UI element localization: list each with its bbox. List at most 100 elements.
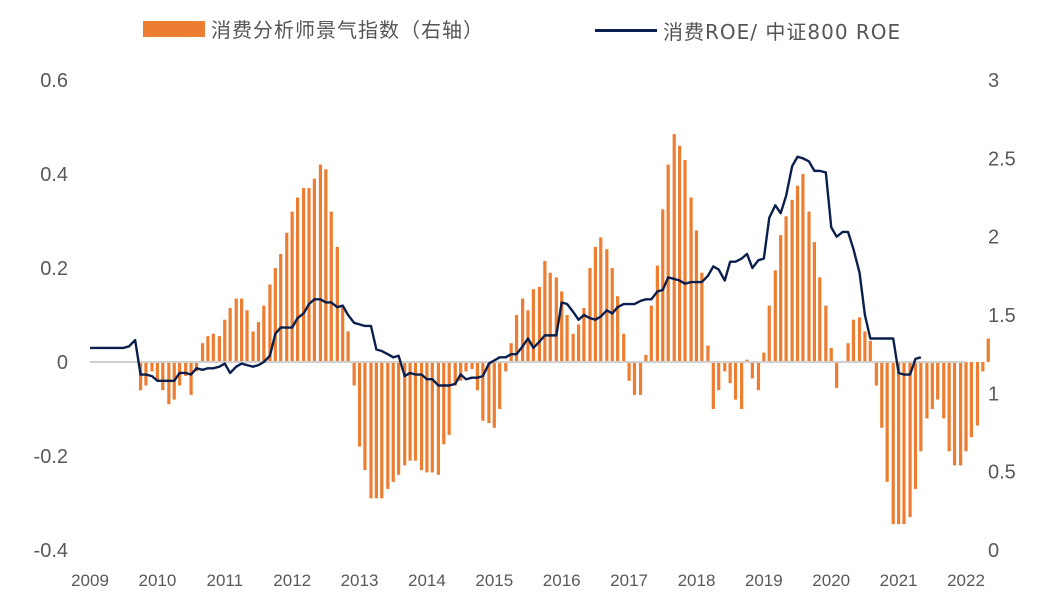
bar [661, 209, 665, 362]
bar [706, 345, 710, 362]
left-tick-label: -0.2 [34, 446, 68, 468]
bar [835, 362, 839, 388]
bar [430, 362, 434, 473]
bar [851, 319, 856, 362]
legend-swatch-line [595, 29, 657, 32]
bar [801, 174, 805, 362]
x-tick-label: 2013 [341, 571, 379, 590]
bar [464, 362, 468, 372]
bar [694, 230, 699, 362]
bar [492, 362, 496, 428]
bar [897, 362, 901, 525]
right-tick-label: 1.5 [988, 305, 1016, 327]
bar [470, 362, 474, 370]
bar [846, 343, 850, 362]
bar [655, 265, 659, 362]
bar [930, 362, 934, 409]
bar [487, 362, 491, 424]
bar [868, 340, 872, 362]
x-tick-label: 2011 [207, 571, 244, 590]
bar [964, 362, 968, 452]
bar [576, 324, 581, 362]
bar [138, 362, 143, 391]
bar [537, 286, 542, 362]
bar [279, 253, 283, 362]
bar [812, 242, 816, 362]
bar [352, 362, 356, 386]
legend-label-line: 消费ROE/ 中证800 ROE [663, 20, 902, 44]
bar [829, 347, 833, 362]
bar-series [138, 134, 990, 525]
bar [599, 237, 603, 362]
bar [268, 284, 272, 362]
bar [952, 362, 957, 466]
right-tick-label: 0 [988, 540, 999, 562]
bar [521, 298, 525, 362]
bar [425, 362, 429, 473]
left-tick-label: 0.4 [40, 164, 68, 186]
bar [312, 178, 316, 362]
left-tick-label: 0.2 [40, 258, 68, 280]
bar [560, 291, 564, 362]
bar [307, 188, 311, 362]
bar [689, 197, 693, 362]
bar [891, 362, 895, 525]
bar [666, 164, 670, 362]
x-tick-label: 2019 [745, 571, 783, 590]
bar [723, 362, 727, 372]
bar [728, 362, 732, 384]
x-tick-label: 2010 [138, 571, 176, 590]
bar [913, 362, 918, 489]
bar [273, 268, 277, 362]
right-tick-label: 2.5 [988, 148, 1016, 170]
bar [223, 319, 227, 362]
bar [504, 362, 508, 372]
bar [672, 134, 676, 362]
bar [638, 362, 643, 395]
right-axis: 0 0.5 1 1.5 2 2.5 3 [988, 70, 1016, 562]
bar [767, 305, 771, 362]
bar [616, 296, 620, 362]
x-tick-label: 2017 [610, 571, 648, 590]
bar [795, 185, 800, 362]
bar [290, 211, 294, 362]
x-tick-label: 2022 [947, 571, 985, 590]
bar [346, 331, 350, 362]
bar [514, 315, 519, 362]
bar [818, 277, 822, 362]
bar [779, 235, 783, 362]
bar [403, 362, 407, 466]
bar [447, 362, 451, 435]
bar [588, 268, 592, 362]
bar [711, 362, 715, 409]
bar [262, 305, 266, 362]
bar [981, 362, 985, 372]
right-tick-label: 1 [988, 383, 999, 405]
bar [386, 362, 390, 489]
bar [936, 362, 940, 400]
bar [543, 260, 547, 362]
bar [302, 188, 306, 362]
bar [857, 317, 862, 362]
x-tick-label: 2009 [71, 571, 109, 590]
bar [908, 362, 912, 518]
legend-item-line: 消费ROE/ 中证800 ROE [595, 16, 901, 45]
bar [622, 333, 626, 362]
bar [413, 362, 418, 461]
bar [475, 362, 480, 391]
bar [740, 362, 744, 409]
bar [874, 362, 878, 386]
bar [509, 343, 513, 362]
bar [745, 359, 749, 362]
line-series [90, 155, 922, 387]
bar [526, 310, 530, 362]
bar [481, 362, 485, 421]
bar [245, 310, 249, 362]
bar [880, 362, 884, 428]
bar [975, 362, 980, 426]
x-tick-label: 2014 [408, 571, 446, 590]
bar [194, 362, 199, 372]
bar [184, 362, 188, 377]
bar [217, 336, 221, 362]
bar [380, 362, 384, 499]
